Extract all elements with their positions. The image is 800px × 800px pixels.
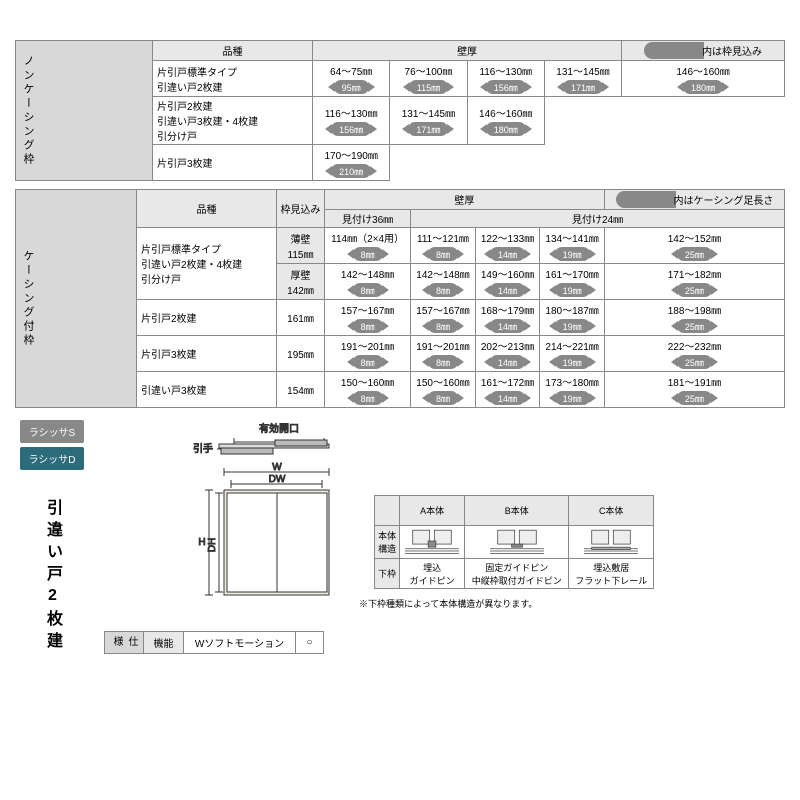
spec-mark: ○ <box>296 632 324 654</box>
range-cell: 161～172㎜14㎜ <box>475 372 540 408</box>
range-cell: 116～130㎜156㎜ <box>467 61 544 97</box>
range-cell: 191～201㎜8㎜ <box>325 336 411 372</box>
range-cell: 222～232㎜25㎜ <box>604 336 784 372</box>
range-cell: 157～167㎜8㎜ <box>411 300 476 336</box>
col-kabe: 壁厚 <box>313 41 622 61</box>
svg-text:H: H <box>198 537 205 548</box>
waku-label: 薄壁 115㎜ <box>277 228 325 264</box>
struct-r1: 本体 構造 <box>375 526 400 559</box>
spec-kinou: 機能 <box>144 632 184 654</box>
range-cell: 168～179㎜14㎜ <box>475 300 540 336</box>
row-name: 片引戸標準タイプ 引違い戸2枚建 <box>153 61 313 97</box>
spec-table: 仕様 機能 Wソフトモーション ○ <box>104 631 324 654</box>
range-cell: 188～198㎜25㎜ <box>604 300 784 336</box>
door-title: 引違い戸2枚建 <box>40 499 64 654</box>
struct-cell: 固定ガイドピン 中縦枠取付ガイドピン <box>465 559 569 589</box>
range-cell: 161～170㎜19㎜ <box>540 264 605 300</box>
range-cell: 150～160㎜8㎜ <box>411 372 476 408</box>
door-diagram: 有効開口 引手 W DW H DH <box>139 420 359 620</box>
struct-diagram <box>569 526 654 559</box>
range-cell: 76～100㎜115㎜ <box>390 61 467 97</box>
col-wakumi: 枠見込み <box>277 190 325 228</box>
row-name: 引違い戸3枚建 <box>137 372 277 408</box>
range-cell: 111～121㎜8㎜ <box>411 228 476 264</box>
range-cell: 134～141㎜19㎜ <box>540 228 605 264</box>
range-cell: 202～213㎜14㎜ <box>475 336 540 372</box>
struct-cell: 埋込敷居 フラット下レール <box>569 559 654 589</box>
tag-lasissa-d: ラシッサD <box>20 447 84 470</box>
struct-col: B本体 <box>465 496 569 526</box>
row-name: 片引戸標準タイプ 引違い戸2枚建・4枚建 引分け戸 <box>137 228 277 300</box>
spec-name: Wソフトモーション <box>184 632 296 654</box>
waku-mi: 195㎜ <box>277 336 325 372</box>
sidebar: ラシッサS ラシッサD 引違い戸2枚建 <box>15 420 89 654</box>
range-cell: 170～190㎜210㎜ <box>313 145 390 181</box>
svg-text:DH: DH <box>207 538 218 552</box>
struct-col: A本体 <box>400 496 465 526</box>
range-cell: 150～160㎜8㎜ <box>325 372 411 408</box>
svg-text:引手: 引手 <box>193 442 213 455</box>
col-hint: 内は枠見込み <box>622 41 785 61</box>
table-non-casing: ノンケーシング枠 品種壁厚 内は枠見込み片引戸標準タイプ 引違い戸2枚建64～75… <box>15 40 785 181</box>
range-cell: 131～145㎜171㎜ <box>390 97 467 145</box>
range-cell: 142～152㎜25㎜ <box>604 228 784 264</box>
row-name: 片引戸3枚建 <box>137 336 277 372</box>
spec-shiyou: 仕様 <box>107 633 141 649</box>
range-cell: 64～75㎜95㎜ <box>313 61 390 97</box>
range-cell: 142～148㎜8㎜ <box>325 264 411 300</box>
range-cell: 142～148㎜8㎜ <box>411 264 476 300</box>
row-name: 片引戸2枚建 引違い戸3枚建・4枚建 引分け戸 <box>153 97 313 145</box>
svg-text:有効開口: 有効開口 <box>259 422 299 435</box>
table1-vheader: ノンケーシング枠 <box>18 51 38 171</box>
range-cell: 181～191㎜25㎜ <box>604 372 784 408</box>
row-name: 片引戸3枚建 <box>153 145 313 181</box>
range-cell: 116～130㎜156㎜ <box>313 97 390 145</box>
col-hint: 内はケーシング足長さ <box>604 190 784 210</box>
note-text: ※下枠種類によって本体構造が異なります。 <box>359 597 669 610</box>
range-cell: 171～182㎜25㎜ <box>604 264 784 300</box>
diagram-section: ラシッサS ラシッサD 引違い戸2枚建 有効開口 引手 W DW H DH 仕様… <box>15 420 785 662</box>
structure-table: A本体B本体C本体本体 構造 下枠埋込 ガイドピン固定ガイドピン 中縦枠取付ガイ… <box>374 495 654 589</box>
range-cell: 180～187㎜19㎜ <box>540 300 605 336</box>
col-hinshu: 品種 <box>153 41 313 61</box>
row-name: 片引戸2枚建 <box>137 300 277 336</box>
svg-text:W: W <box>272 462 282 473</box>
range-cell: 146～160㎜180㎜ <box>622 61 785 97</box>
struct-diagram <box>465 526 569 559</box>
tag-lasissa-s: ラシッサS <box>20 420 84 443</box>
col-hinshu: 品種 <box>137 190 277 228</box>
range-cell: 146～160㎜180㎜ <box>467 97 544 145</box>
waku-mi: 161㎜ <box>277 300 325 336</box>
range-cell: 149～160㎜14㎜ <box>475 264 540 300</box>
sub-36: 見付け36㎜ <box>325 210 411 228</box>
mid-column: 有効開口 引手 W DW H DH 仕様 機能 Wソフトモーション ○ <box>89 420 359 662</box>
range-cell: 191～201㎜8㎜ <box>411 336 476 372</box>
range-cell: 214～221㎜19㎜ <box>540 336 605 372</box>
range-cell: 131～145㎜171㎜ <box>544 61 621 97</box>
table-casing: ケーシング付枠 品種枠見込み壁厚 内はケーシング足長さ見付け36㎜見付け24㎜片引… <box>15 189 785 408</box>
svg-text:DW: DW <box>269 474 286 485</box>
col-kabe: 壁厚 <box>325 190 605 210</box>
sub-24: 見付け24㎜ <box>411 210 785 228</box>
range-cell: 114㎜（2×4用）8㎜ <box>325 228 411 264</box>
range-cell: 122～133㎜14㎜ <box>475 228 540 264</box>
struct-col: C本体 <box>569 496 654 526</box>
table2-vheader: ケーシング付枠 <box>18 246 38 352</box>
range-cell: 173～180㎜19㎜ <box>540 372 605 408</box>
waku-mi: 154㎜ <box>277 372 325 408</box>
right-column: A本体B本体C本体本体 構造 下枠埋込 ガイドピン固定ガイドピン 中縦枠取付ガイ… <box>359 420 669 610</box>
range-cell: 157～167㎜8㎜ <box>325 300 411 336</box>
waku-label: 厚壁 142㎜ <box>277 264 325 300</box>
struct-cell: 埋込 ガイドピン <box>400 559 465 589</box>
struct-diagram <box>400 526 465 559</box>
struct-r2: 下枠 <box>375 559 400 589</box>
